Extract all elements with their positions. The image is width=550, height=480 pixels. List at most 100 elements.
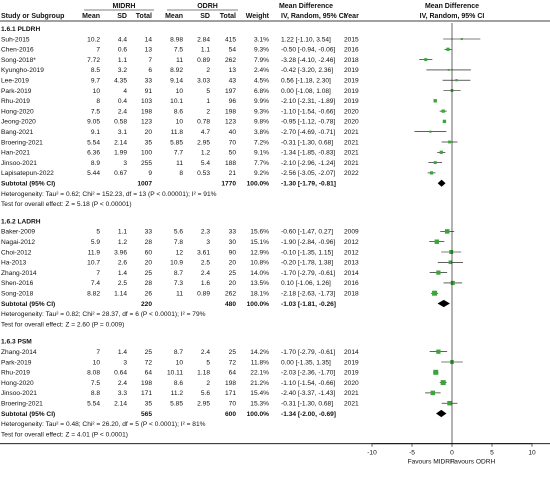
weight-value: 10.8%	[250, 260, 269, 267]
weight-value: 9.1%	[254, 150, 269, 157]
total2-value: 40	[229, 129, 237, 136]
sd2-value: 0.89	[197, 291, 210, 298]
year-value: 2019	[344, 88, 359, 95]
subtotal-total1: 565	[141, 411, 152, 418]
sd2-value: 1.1	[201, 47, 210, 54]
total2-value: 197	[225, 88, 236, 95]
study-name: Song-2018	[1, 291, 34, 298]
mean2-value: 11	[176, 160, 183, 167]
sd2-value: 2.84	[197, 36, 210, 43]
total2-value: 262	[225, 57, 236, 64]
sd2-value: 0.53	[197, 170, 210, 177]
ci-text: -0.31 [-1.30, 0.68]	[281, 401, 333, 408]
subtotal-weight: 100.0%	[247, 181, 270, 188]
mean2-value: 11	[176, 57, 183, 64]
total2-value: 43	[229, 78, 237, 85]
overall-effect-text: Test for overall effect: Z = 4.01 (P < 0…	[1, 431, 128, 438]
ci-text: 0.00 [-1.08, 1.08]	[281, 88, 331, 95]
total1-value: 123	[141, 119, 152, 126]
total2-value: 188	[225, 160, 236, 167]
favours-left-label: Favours MIDRH	[408, 459, 455, 466]
point-marker	[444, 229, 450, 234]
weight-value: 21.2%	[250, 380, 269, 387]
mean2-value: 10	[176, 88, 184, 95]
sd2-value: 1.18	[197, 370, 210, 377]
mean1-value: 8	[96, 98, 100, 105]
point-marker	[448, 260, 453, 265]
year-value: 2021	[344, 401, 359, 408]
weight-value: 15.4%	[250, 390, 269, 397]
ci-text: -1.70 [-2.79, -0.61]	[281, 349, 335, 356]
sd2-value: 2.5	[201, 260, 210, 267]
year-value: 2019	[344, 78, 359, 85]
ci-text: -2.18 [-2.63, -1.73]	[281, 291, 335, 298]
point-marker	[430, 390, 436, 396]
year-value: 2014	[344, 349, 359, 356]
year-value: 2021	[344, 129, 359, 136]
study-name: Han-2021	[1, 150, 30, 157]
weight-value: 15.6%	[250, 229, 269, 236]
subtotal-total1: 1007	[137, 181, 152, 188]
mean2-value: 10.1	[170, 98, 183, 105]
sd2-value: 1.2	[201, 150, 210, 157]
point-marker	[460, 37, 463, 41]
weight-value: 12.9%	[250, 249, 269, 256]
point-marker	[432, 290, 438, 296]
weight-value: 15.1%	[250, 239, 269, 246]
total1-value: 6	[148, 67, 152, 74]
sd2-value: 0.89	[197, 57, 210, 64]
mean2-value: 5.85	[170, 139, 183, 146]
subtotal-total2: 480	[225, 301, 236, 308]
subtotal-total2: 1770	[221, 181, 236, 188]
ci-text: -2.40 [-3.37, -1.43]	[281, 390, 335, 397]
ci-text: -0.20 [-1.78, 1.38]	[281, 260, 333, 267]
point-marker	[447, 68, 450, 71]
study-name: Broering-2021	[1, 139, 43, 146]
total2-value: 262	[225, 291, 236, 298]
year-value: 2015	[344, 36, 359, 43]
study-name: Baker-2009	[1, 229, 35, 236]
total2-value: 72	[229, 359, 237, 366]
total1-value: 100	[141, 150, 152, 157]
mean2-value: 7.7	[174, 150, 183, 157]
sd2-header: SD	[200, 13, 210, 20]
year-value: 2022	[344, 170, 359, 177]
sd2-value: 2.3	[201, 229, 210, 236]
ci-header-right: IV, Random, 95% CI	[420, 13, 485, 20]
ci-text: -1.10 [-1.54, -0.66]	[281, 380, 335, 387]
total2-value: 20	[229, 280, 237, 287]
year-value: 2019	[344, 98, 359, 105]
sd2-value: 4.7	[201, 129, 210, 136]
weight-value: 7.9%	[254, 57, 269, 64]
weight-value: 9.3%	[254, 108, 269, 115]
year-value: 2020	[344, 380, 359, 387]
group1-header: MIDRH	[113, 3, 136, 10]
point-marker	[433, 99, 437, 103]
sd1-value: 3.2	[118, 67, 127, 74]
point-marker	[450, 280, 455, 285]
point-marker	[434, 239, 440, 244]
total2-value: 70	[229, 401, 237, 408]
sd2-value: 5.4	[201, 160, 210, 167]
study-name: Jinsoo-2021	[1, 390, 37, 397]
sd1-value: 0.58	[114, 119, 127, 126]
study-name: Rhu-2019	[1, 370, 30, 377]
ci-text: -1.70 [-2.79, -0.61]	[281, 270, 335, 277]
x-tick-label: 10	[528, 450, 536, 457]
heterogeneity-text: Heterogeneity: Tau² = 0.62; Chi² = 152.2…	[1, 191, 217, 198]
sd1-value: 3.96	[114, 249, 127, 256]
point-marker	[441, 109, 445, 113]
total2-value: 198	[225, 108, 236, 115]
weight-value: 3.1%	[254, 36, 269, 43]
subtotal-label: Subtotal (95% CI)	[1, 301, 55, 308]
mean1-value: 7	[96, 349, 100, 356]
mean1-value: 5.9	[91, 239, 100, 246]
total1-value: 103	[141, 98, 152, 105]
total2-value: 54	[229, 47, 237, 54]
sd1-value: 3.3	[118, 390, 127, 397]
mean2-value: 5.6	[174, 229, 183, 236]
point-marker	[449, 250, 454, 254]
point-marker	[442, 119, 447, 124]
overall-effect-text: Test for overall effect: Z = 5.18 (P < 0…	[1, 201, 132, 208]
study-name: Zhang-2014	[1, 349, 37, 356]
